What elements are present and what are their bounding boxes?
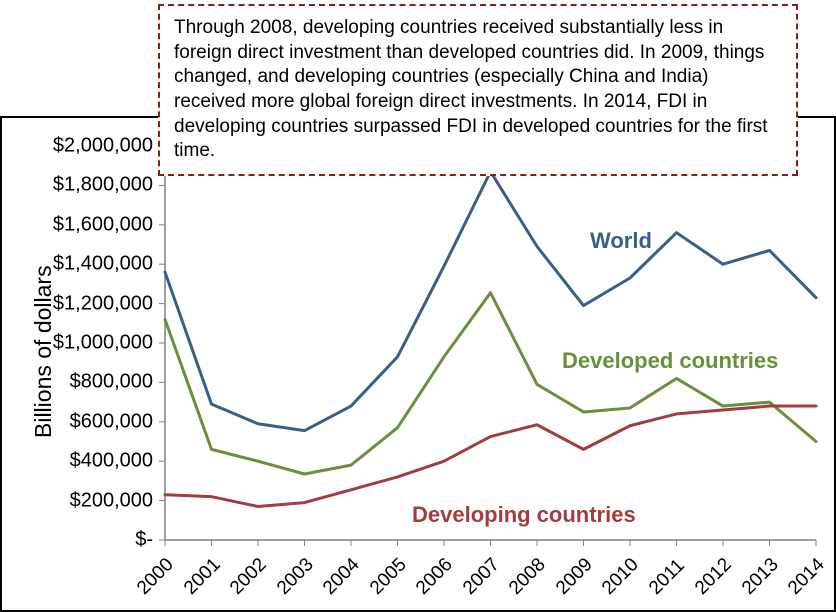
y-tick-label: $200,000 <box>49 489 153 512</box>
annotation-box: Through 2008, developing countries recei… <box>158 4 798 176</box>
y-tick-label: $600,000 <box>49 410 153 433</box>
y-tick-label: $1,000,000 <box>49 332 153 355</box>
series-line-world <box>165 172 816 431</box>
y-tick-label: $1,400,000 <box>49 253 153 276</box>
series-label-developed-countries: Developed countries <box>562 348 778 374</box>
series-line-developed-countries <box>165 293 816 474</box>
y-tick-label: $- <box>49 529 153 552</box>
series-label-developing-countries: Developing countries <box>412 502 636 528</box>
y-tick-label: $1,600,000 <box>49 213 153 236</box>
series-label-world: World <box>590 228 652 254</box>
y-tick-label: $1,200,000 <box>49 292 153 315</box>
chart-container: Billions of dollars Through 2008, develo… <box>0 0 836 612</box>
y-tick-label: $800,000 <box>49 371 153 394</box>
y-tick-label: $400,000 <box>49 450 153 473</box>
series-line-developing-countries <box>165 406 816 506</box>
annotation-text: Through 2008, developing countries recei… <box>174 17 768 161</box>
y-tick-label: $2,000,000 <box>49 135 153 158</box>
y-tick-label: $1,800,000 <box>49 174 153 197</box>
